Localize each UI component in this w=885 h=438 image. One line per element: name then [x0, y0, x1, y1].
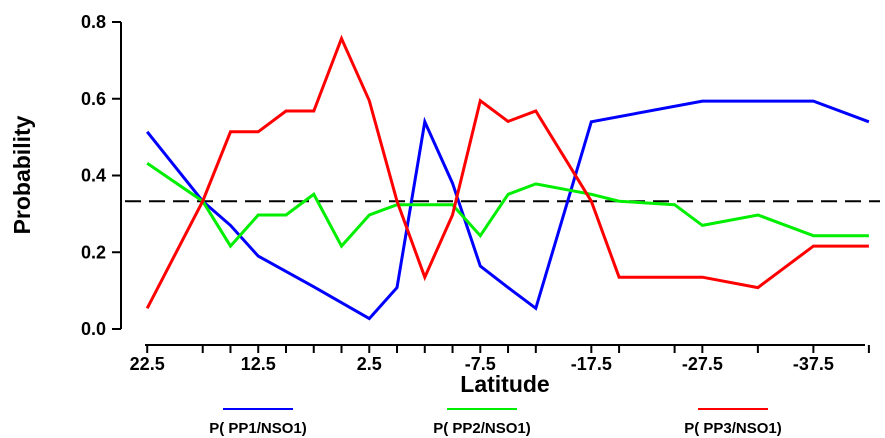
legend: P( PP1/NSO1) P( PP2/NSO1) P( PP3/NSO1) [209, 408, 782, 437]
y-tick-label: 0.6 [81, 89, 106, 109]
y-axis-title: Probability [9, 115, 35, 234]
x-tick-label: 22.5 [130, 354, 165, 374]
axes [120, 22, 865, 346]
series-line-3 [145, 34, 869, 309]
y-tick-label: 0.8 [81, 12, 106, 32]
y-tick-label: 0.4 [81, 166, 106, 186]
x-tick-label: -27.5 [682, 354, 723, 374]
legend-label-3: P( PP3/NSO1) [684, 420, 782, 437]
y-tick-label: 0.2 [81, 242, 106, 262]
x-tick-label: -37.5 [793, 354, 834, 374]
series-line-2 [146, 161, 869, 249]
x-axis-title: Latitude [460, 371, 549, 397]
x-tick-label: 12.5 [241, 354, 276, 374]
series-line-1 [146, 99, 870, 321]
series-layer [145, 34, 870, 321]
x-tick-label: 2.5 [357, 354, 382, 374]
y-ticks: 0.0 0.2 0.4 0.6 0.8 [81, 12, 121, 339]
x-tick-label: -17.5 [571, 354, 612, 374]
x-tick-label: -7.5 [465, 354, 496, 374]
y-tick-label: 0.0 [81, 319, 106, 339]
legend-label-1: P( PP1/NSO1) [209, 420, 307, 437]
legend-label-2: P( PP2/NSO1) [433, 420, 531, 437]
x-ticks: 22.5 12.5 2.5 -7.5 -17.5 -27.5 -37.5 [130, 345, 870, 374]
